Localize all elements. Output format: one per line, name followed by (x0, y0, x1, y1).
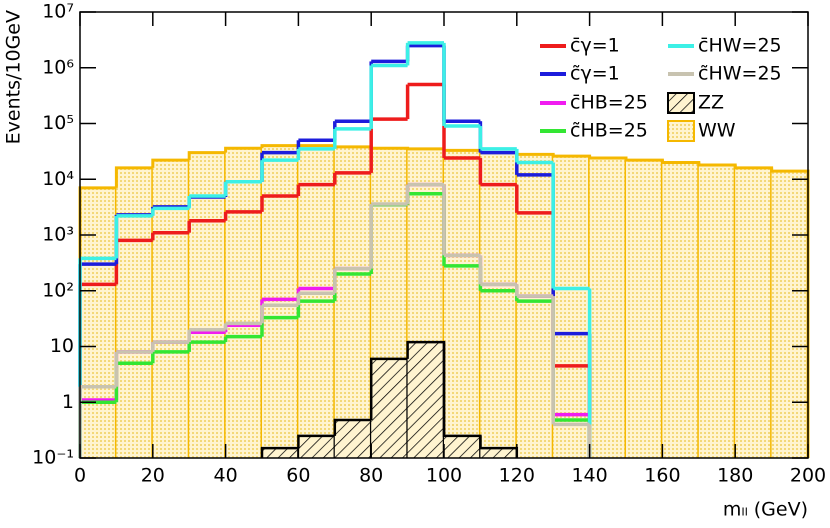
hist-bin (480, 448, 517, 458)
legend-label: c̃HW=25 (698, 63, 782, 85)
hist-bin (189, 152, 226, 458)
plot-area (78, 41, 810, 459)
hist-bin (334, 420, 372, 458)
hist-bin (698, 165, 736, 458)
x-tick-label: 40 (214, 465, 238, 487)
x-tick-label: 160 (644, 465, 680, 487)
x-tick-label: 60 (286, 465, 310, 487)
axes: 10⁻¹ 1 10 10² 10³ 10⁴ 10⁵ 10⁶ 10⁷ 0 20 40 60 80 100 120… (32, 1, 826, 487)
y-tick-label: 10² (42, 279, 74, 301)
hist-bin (225, 148, 262, 458)
y-tick-label: 1 (62, 391, 74, 413)
hist-bin (371, 358, 408, 458)
legend-label: c̄HB=25 (570, 92, 648, 114)
legend-label: WW (698, 120, 736, 142)
hist-bin (589, 158, 626, 458)
legend-label: ZZ (698, 92, 724, 114)
x-tick-label: 20 (141, 465, 165, 487)
y-axis-title: Events/10GeV (3, 10, 25, 144)
y-tick-label: 10⁻¹ (32, 447, 74, 469)
legend-swatch (667, 120, 695, 142)
y-tick-label: 10⁵ (42, 112, 74, 134)
x-tick-label: 120 (499, 465, 535, 487)
x-tick-label: 140 (571, 465, 607, 487)
x-tick-label: 200 (790, 465, 826, 487)
hist-bin (80, 187, 117, 458)
legend: c̄γ=1 c̃γ=1 c̄HB=25 c̃HB=25 c̄HW=25 c̃HW=25 ZZ… (540, 35, 782, 142)
hist-bin (771, 171, 808, 458)
hist-bin (444, 435, 481, 458)
hist-bin (152, 160, 190, 458)
legend-swatch (667, 92, 695, 114)
hist-bin (735, 167, 772, 459)
hist-bin (262, 448, 299, 458)
legend-label: c̃γ=1 (570, 63, 620, 85)
hist-bin (116, 167, 153, 459)
y-tick-label: 10⁴ (42, 168, 74, 190)
hist-bin (298, 435, 335, 458)
x-tick-label: 0 (74, 465, 86, 487)
x-tick-label: 180 (717, 465, 753, 487)
legend-label: c̄HW=25 (698, 35, 782, 57)
hist-bin (662, 162, 699, 458)
hist-bin (407, 342, 444, 458)
y-tick-label: 10 (50, 335, 74, 357)
hist-bin (444, 150, 481, 459)
y-tick-label: 10⁷ (42, 1, 74, 23)
hist-bin (334, 146, 372, 458)
x-axis-title: mₗₗ (GeV) (723, 499, 808, 521)
hist-bin (626, 160, 663, 458)
legend-label: c̄γ=1 (570, 35, 620, 57)
x-tick-label: 100 (426, 465, 462, 487)
hist-bin (262, 145, 299, 458)
hist-bin (516, 154, 554, 459)
hist-bin (553, 156, 590, 458)
x-tick-label: 80 (359, 465, 383, 487)
legend-label: c̃HB=25 (570, 120, 648, 142)
y-tick-label: 10⁶ (42, 56, 74, 78)
hist-bin (480, 152, 517, 458)
y-tick-label: 10³ (42, 224, 74, 246)
